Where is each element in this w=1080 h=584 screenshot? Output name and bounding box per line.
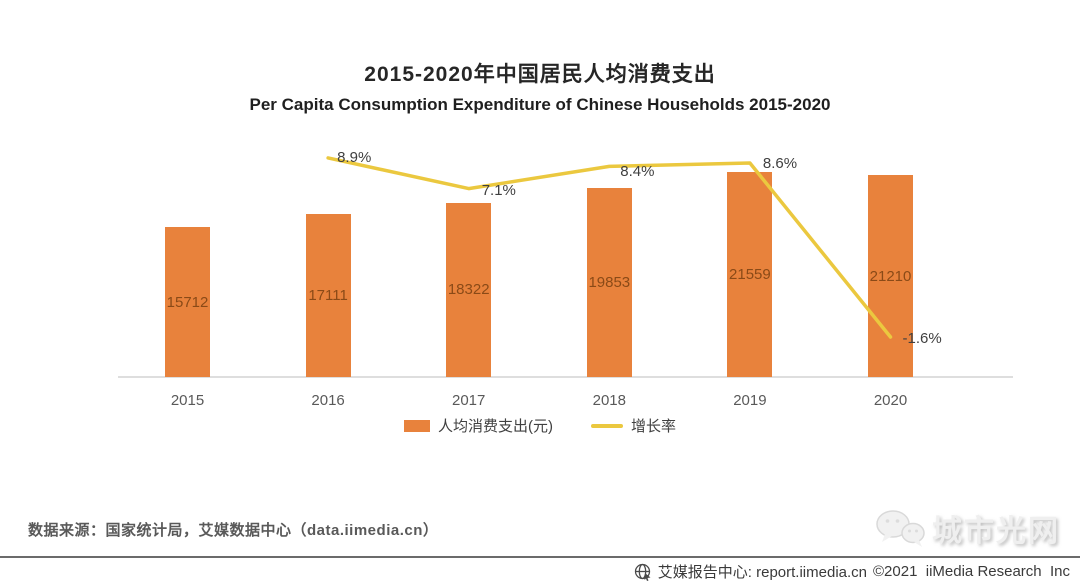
bar-2018: 19853 bbox=[586, 187, 632, 377]
legend-bar-label: 人均消费支出(元) bbox=[437, 418, 553, 435]
x-axis-label-2015: 2015 bbox=[170, 392, 205, 409]
footer-site-link: 艾媒报告中心: report.iimedia.cn bbox=[657, 564, 867, 581]
watermark: 城市光网 bbox=[875, 506, 1060, 550]
growth-rate-label-2019: 8.6% bbox=[762, 154, 798, 172]
x-axis-line bbox=[118, 376, 1013, 378]
globe-icon bbox=[634, 563, 651, 581]
footer-copyright: ©2021 iiMedia Research Inc bbox=[873, 563, 1070, 580]
watermark-text: 城市光网 bbox=[932, 515, 1060, 548]
bar-series-swatch bbox=[403, 419, 430, 432]
x-axis-label-2018: 2018 bbox=[592, 392, 626, 409]
growth-rate-label-2018: 8.4% bbox=[620, 163, 655, 181]
line-series-swatch bbox=[590, 423, 623, 428]
bar-value-label: 17111 bbox=[308, 287, 348, 305]
chart-title: 2015-2020年中国居民人均消费支出 bbox=[364, 63, 716, 86]
x-axis-label-2016: 2016 bbox=[311, 392, 345, 409]
chat-bubbles-icon bbox=[876, 510, 925, 547]
bar-value-label: 15712 bbox=[166, 293, 209, 311]
chart-legend: 人均消费支出(元) 增长率 bbox=[0, 415, 1080, 436]
bar-value-label: 21559 bbox=[729, 265, 771, 283]
x-axis-label-2017: 2017 bbox=[452, 392, 486, 409]
growth-rate-label-2017: 7.1% bbox=[481, 181, 516, 199]
bar-2017: 18322 bbox=[446, 202, 492, 377]
bar-value-label: 18322 bbox=[447, 281, 490, 299]
bar-value-label: 19853 bbox=[588, 273, 631, 291]
legend-item-bar: 人均消费支出(元) bbox=[403, 415, 553, 436]
bar-value-label: 21210 bbox=[869, 267, 912, 285]
x-axis-label-2019: 2019 bbox=[733, 392, 767, 409]
legend-item-line: 增长率 bbox=[590, 415, 676, 436]
chart-subtitle: Per Capita Consumption Expenditure of Ch… bbox=[249, 95, 831, 114]
bar-2016: 17111 bbox=[305, 214, 351, 377]
bar-2019: 21559 bbox=[727, 171, 773, 377]
growth-rate-label-2016: 8.9% bbox=[337, 148, 372, 166]
footer-bar: 艾媒报告中心: report.iimedia.cn ©2021 iiMedia … bbox=[0, 556, 1080, 582]
x-axis-label-2020: 2020 bbox=[873, 392, 908, 409]
data-source-note: 数据来源：国家统计局，艾媒数据中心（data.iimedia.cn） bbox=[28, 522, 439, 539]
bar-2015: 15712 bbox=[165, 227, 210, 377]
growth-rate-label-2020: -1.6% bbox=[902, 329, 942, 347]
legend-line-label: 增长率 bbox=[630, 418, 676, 435]
